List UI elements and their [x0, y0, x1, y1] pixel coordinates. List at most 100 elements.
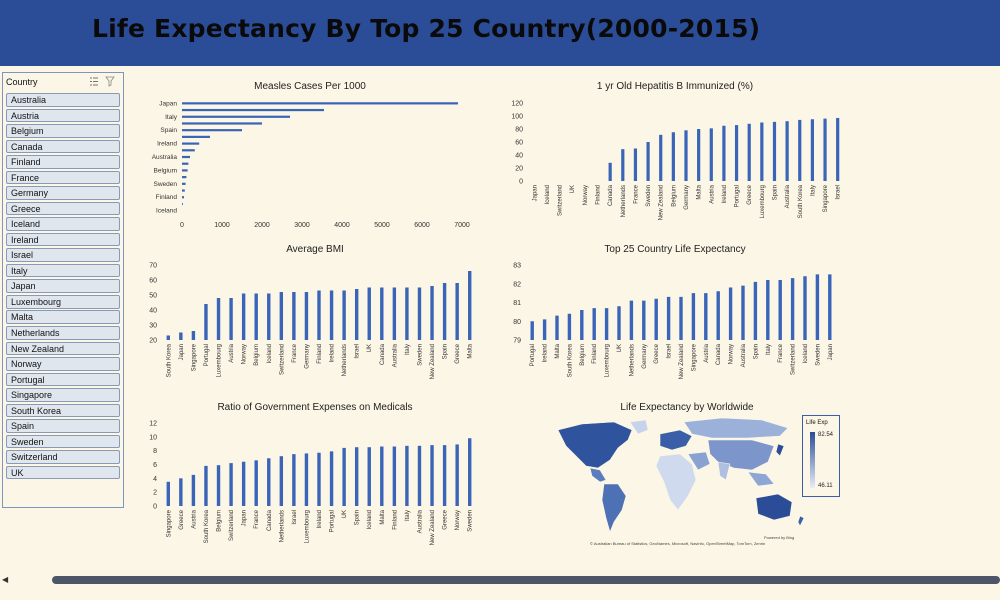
bar[interactable] [182, 196, 184, 199]
bar[interactable] [179, 332, 183, 341]
bar[interactable] [666, 296, 671, 340]
bar[interactable] [442, 283, 447, 340]
bar[interactable] [468, 438, 472, 506]
slicer-item-switzerland[interactable]: Switzerland [6, 450, 120, 464]
bar[interactable] [659, 134, 663, 181]
bar[interactable] [182, 129, 242, 132]
bar[interactable] [785, 121, 789, 181]
bar[interactable] [417, 287, 422, 341]
bar[interactable] [182, 162, 189, 165]
bar[interactable] [392, 446, 397, 506]
bar[interactable] [367, 447, 371, 506]
slicer-item-ireland[interactable]: Ireland [6, 232, 120, 247]
bar[interactable] [617, 306, 621, 340]
bar[interactable] [182, 202, 183, 206]
bar[interactable] [329, 451, 334, 506]
bar[interactable] [179, 478, 183, 506]
bar[interactable] [646, 142, 650, 181]
bar[interactable] [380, 446, 384, 506]
bar[interactable] [629, 300, 634, 340]
bar[interactable] [722, 125, 726, 181]
slicer-item-malta[interactable]: Malta [6, 310, 120, 325]
bar[interactable] [317, 452, 321, 506]
bar[interactable] [279, 456, 284, 506]
bar[interactable] [182, 155, 190, 159]
slicer-item-austria[interactable]: Austria [6, 108, 120, 123]
bar[interactable] [354, 447, 359, 506]
bar[interactable] [354, 289, 359, 340]
bar[interactable] [166, 335, 170, 341]
slicer-item-belgium[interactable]: Belgium [6, 124, 120, 138]
bar[interactable] [530, 321, 534, 340]
bar[interactable] [747, 123, 751, 181]
slicer-item-uk[interactable]: UK [6, 465, 120, 480]
bar[interactable] [267, 458, 271, 506]
bar[interactable] [455, 444, 459, 506]
bar[interactable] [182, 149, 195, 152]
bar[interactable] [182, 142, 200, 145]
bar[interactable] [241, 461, 246, 506]
slicer-item-france[interactable]: France [6, 170, 120, 185]
bar[interactable] [430, 445, 434, 506]
bar[interactable] [182, 169, 188, 172]
bar[interactable] [405, 287, 409, 341]
slicer-item-luxembourg[interactable]: Luxembourg [6, 294, 120, 309]
bar[interactable] [241, 293, 246, 341]
bar[interactable] [430, 286, 434, 340]
bar[interactable] [555, 315, 559, 340]
bar[interactable] [604, 308, 609, 340]
bar[interactable] [654, 298, 658, 340]
bar[interactable] [468, 271, 472, 340]
bar[interactable] [342, 447, 346, 506]
bar[interactable] [621, 149, 625, 181]
slicer-item-portugal[interactable]: Portugal [6, 372, 120, 387]
bar[interactable] [182, 135, 210, 138]
bar[interactable] [317, 290, 321, 341]
bar[interactable] [716, 291, 720, 340]
bar[interactable] [741, 285, 745, 340]
clear-filter-icon[interactable] [105, 76, 115, 87]
bar[interactable] [292, 454, 296, 506]
bar[interactable] [455, 283, 459, 340]
world-map[interactable] [552, 400, 822, 540]
bar[interactable] [267, 293, 271, 341]
bar[interactable] [580, 310, 584, 340]
bar[interactable] [216, 465, 221, 506]
bar[interactable] [182, 122, 262, 125]
slicer-item-canada[interactable]: Canada [6, 139, 120, 154]
slicer-item-australia[interactable]: Australia [6, 93, 120, 107]
bar[interactable] [815, 274, 820, 340]
bar[interactable] [279, 292, 284, 340]
bar[interactable] [204, 304, 208, 340]
bar[interactable] [442, 445, 447, 506]
slicer-item-iceland[interactable]: Iceland [6, 217, 120, 231]
bar[interactable] [304, 292, 309, 340]
bar[interactable] [417, 445, 422, 506]
bar[interactable] [753, 281, 758, 340]
bar[interactable] [633, 148, 638, 182]
slicer-item-greece[interactable]: Greece [6, 201, 120, 216]
bar[interactable] [790, 278, 795, 340]
slicer-item-netherlands[interactable]: Netherlands [6, 325, 120, 340]
bar[interactable] [642, 300, 646, 340]
bar[interactable] [191, 331, 196, 340]
bar[interactable] [704, 293, 708, 340]
slicer-item-israel[interactable]: Israel [6, 248, 120, 262]
scroll-thumb[interactable] [52, 576, 1000, 584]
bar[interactable] [608, 162, 612, 181]
bar[interactable] [828, 274, 832, 340]
bar[interactable] [798, 119, 802, 181]
bar[interactable] [182, 176, 187, 179]
bar[interactable] [684, 130, 688, 181]
bar[interactable] [254, 293, 258, 341]
bar[interactable] [810, 119, 814, 181]
slicer-item-singapore[interactable]: Singapore [6, 388, 120, 402]
bar[interactable] [304, 453, 309, 506]
slicer-item-new-zealand[interactable]: New Zealand [6, 341, 120, 356]
bar[interactable] [836, 117, 840, 181]
slicer-item-sweden[interactable]: Sweden [6, 434, 120, 449]
bar[interactable] [182, 115, 290, 118]
slicer-item-italy[interactable]: Italy [6, 263, 120, 278]
bar[interactable] [191, 474, 196, 506]
multi-select-icon[interactable] [89, 76, 99, 87]
